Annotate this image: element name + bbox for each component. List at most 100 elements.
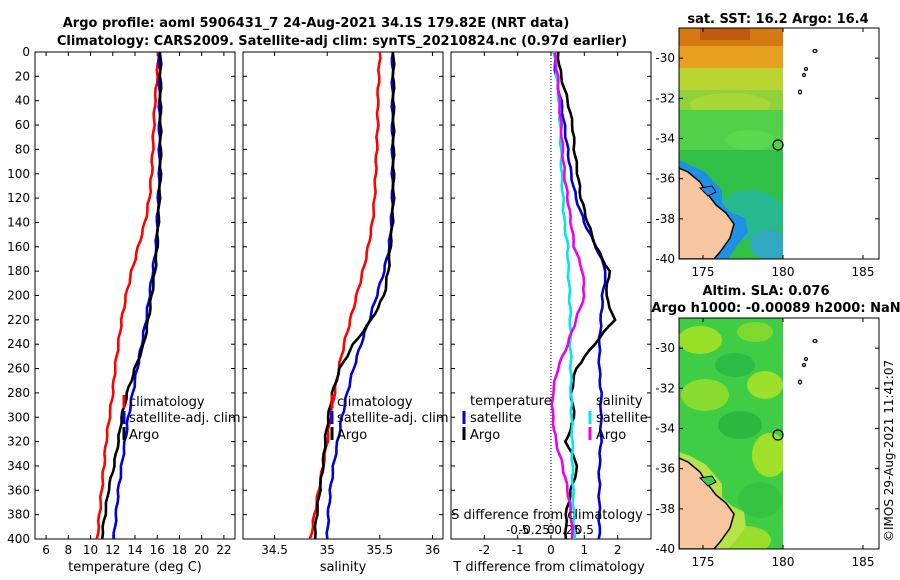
sst-map-title: sat. SST: 16.2 Argo: 16.4 [687, 12, 868, 27]
series-line-satellite-adj-clim [325, 51, 395, 540]
depth-tick-label: 340 [7, 459, 30, 473]
kermadec-islands [797, 338, 818, 385]
temperature-legend: climatology satellite-adj. clim Argo [122, 395, 241, 443]
x-tick-label: 20 [194, 543, 209, 557]
depth-tick-label: 240 [7, 337, 30, 351]
series-line-temperature-argo [556, 51, 617, 540]
sla-map: Altim. SLA: 0.076 Argo h1000: -0.00089 h… [651, 284, 900, 569]
salinity-difference-axis: -0.5-0.250 0.250.5 [506, 523, 594, 537]
depth-tick-label: 260 [7, 362, 30, 376]
series-line-argo [100, 51, 163, 540]
t-difference-label: T difference from climatology [452, 560, 645, 575]
lon-tick-label: 175 [692, 265, 715, 279]
temperature-series [95, 51, 163, 540]
depth-tick-label: 380 [7, 508, 30, 522]
legend-label-argo: Argo [337, 428, 367, 443]
x-tick-label: 2 [614, 543, 622, 557]
salinity-series [308, 51, 396, 540]
lat-tick-label: -32 [655, 381, 675, 395]
legend-label-satellite: satellite-adj. clim [129, 411, 241, 426]
depth-tick-label: 160 [7, 240, 30, 254]
x2-tick-label: 0.5 [575, 523, 594, 537]
depth-tick-label: 220 [7, 313, 30, 327]
legend-title-salinity: salinity [596, 394, 643, 409]
imos-timestamp: ©IMOS 29-Aug-2021 11:41:07 [882, 360, 896, 542]
legend-label-satellite: satellite-adj. clim [337, 411, 449, 426]
depth-tick-label: 120 [7, 191, 30, 205]
new-zealand-land [679, 167, 735, 259]
salinity-axes-frame [242, 51, 444, 540]
legend-label-climatology: climatology [337, 395, 413, 410]
depth-tick-label: 360 [7, 483, 30, 497]
salinity-panel: 34.5 35 35.5 36 salinity climatology satell… [242, 51, 449, 575]
new-zealand-land [679, 457, 735, 549]
lon-tick-label: 185 [852, 555, 875, 569]
title-line-1: Argo profile: aoml 5906431_7 24-Aug-2021… [63, 16, 570, 31]
sst-field [679, 28, 783, 259]
s-difference-label: S difference from climatology [451, 508, 643, 523]
depth-tick-label: 40 [15, 94, 30, 108]
legend-label-climatology: climatology [129, 395, 205, 410]
legend-label-t-argo: Argo [470, 428, 500, 443]
depth-axis: 0 20 40 60 80 100 120 140 160 180 200 220 240 260 280 3… [7, 45, 651, 546]
legend-label-s-argo: Argo [596, 428, 626, 443]
temperature-x-axis: 6 8 10 12 14 16 18 20 22 [42, 52, 232, 557]
difference-panel: -2 -1 0 1 2 -0.5-0.250 0.250.5 S difference f… [450, 51, 652, 575]
kermadec-islands [797, 48, 818, 95]
difference-x-axis: -2 -1 0 1 2 [478, 52, 621, 557]
sla-map-frame [678, 317, 880, 550]
x2-tick-label: -0.5 [506, 523, 529, 537]
x-tick-label: 36 [425, 543, 440, 557]
x-tick-label: 22 [216, 543, 231, 557]
salinity-x-axis: 34.5 35 35.5 36 [261, 52, 440, 557]
x-tick-label: 14 [127, 543, 142, 557]
lon-tick-label: 180 [772, 555, 795, 569]
lat-tick-label: -36 [655, 462, 675, 476]
lat-tick-label: -38 [655, 502, 675, 516]
lat-tick-label: -30 [655, 341, 675, 355]
sla-lon-axis: 175 180 185 [692, 318, 875, 569]
legend-label-argo: Argo [129, 428, 159, 443]
x-tick-label: 34.5 [261, 543, 288, 557]
depth-tick-label: 0 [22, 45, 30, 59]
sst-lon-axis: 175 180 185 [692, 28, 875, 279]
salinity-x-label: salinity [320, 560, 367, 575]
temperature-axes-frame [34, 51, 236, 540]
x-tick-label: 10 [83, 543, 98, 557]
sla-lat-axis: -30 -32 -34 -36 -38 -40 [655, 341, 879, 556]
lon-tick-label: 185 [852, 265, 875, 279]
x-tick-label: 18 [172, 543, 187, 557]
depth-tick-label: 60 [15, 118, 30, 132]
lat-tick-label: -40 [655, 252, 675, 266]
sst-map-frame [678, 27, 880, 260]
temperature-panel: 0204060801001201401601802002202402602803… [7, 45, 651, 575]
lon-tick-label: 175 [692, 555, 715, 569]
x-tick-label: -2 [478, 543, 490, 557]
legend-title-temperature: temperature [470, 394, 552, 409]
depth-tick-label: 180 [7, 264, 30, 278]
series-line-temperature-satellite [553, 51, 607, 540]
lat-tick-label: -36 [655, 172, 675, 186]
x-tick-label: 6 [42, 543, 50, 557]
depth-tick-label: 280 [7, 386, 30, 400]
series-line-argo [313, 51, 396, 540]
sla-field [679, 318, 783, 549]
lat-tick-label: -38 [655, 212, 675, 226]
series-line-satellite-adj-clim [112, 51, 162, 540]
depth-tick-label: 300 [7, 410, 30, 424]
sst-map: sat. SST: 16.2 Argo: 16.4 -3 [655, 12, 880, 279]
x-tick-label: 35.5 [366, 543, 393, 557]
x-tick-label: 12 [105, 543, 120, 557]
lat-tick-label: -32 [655, 91, 675, 105]
sla-map-subtitle: Argo h1000: -0.00089 h2000: NaN [651, 301, 900, 316]
lon-tick-label: 180 [772, 265, 795, 279]
salinity-legend: climatology satellite-adj. clim Argo [330, 395, 449, 443]
argo-float-marker [772, 429, 784, 441]
x-tick-label: 0 [547, 543, 555, 557]
depth-tick-label: 80 [15, 142, 30, 156]
depth-tick-label: 200 [7, 289, 30, 303]
x-tick-label: 8 [65, 543, 73, 557]
argo-float-marker [772, 139, 784, 151]
x-tick-label: 35 [320, 543, 335, 557]
